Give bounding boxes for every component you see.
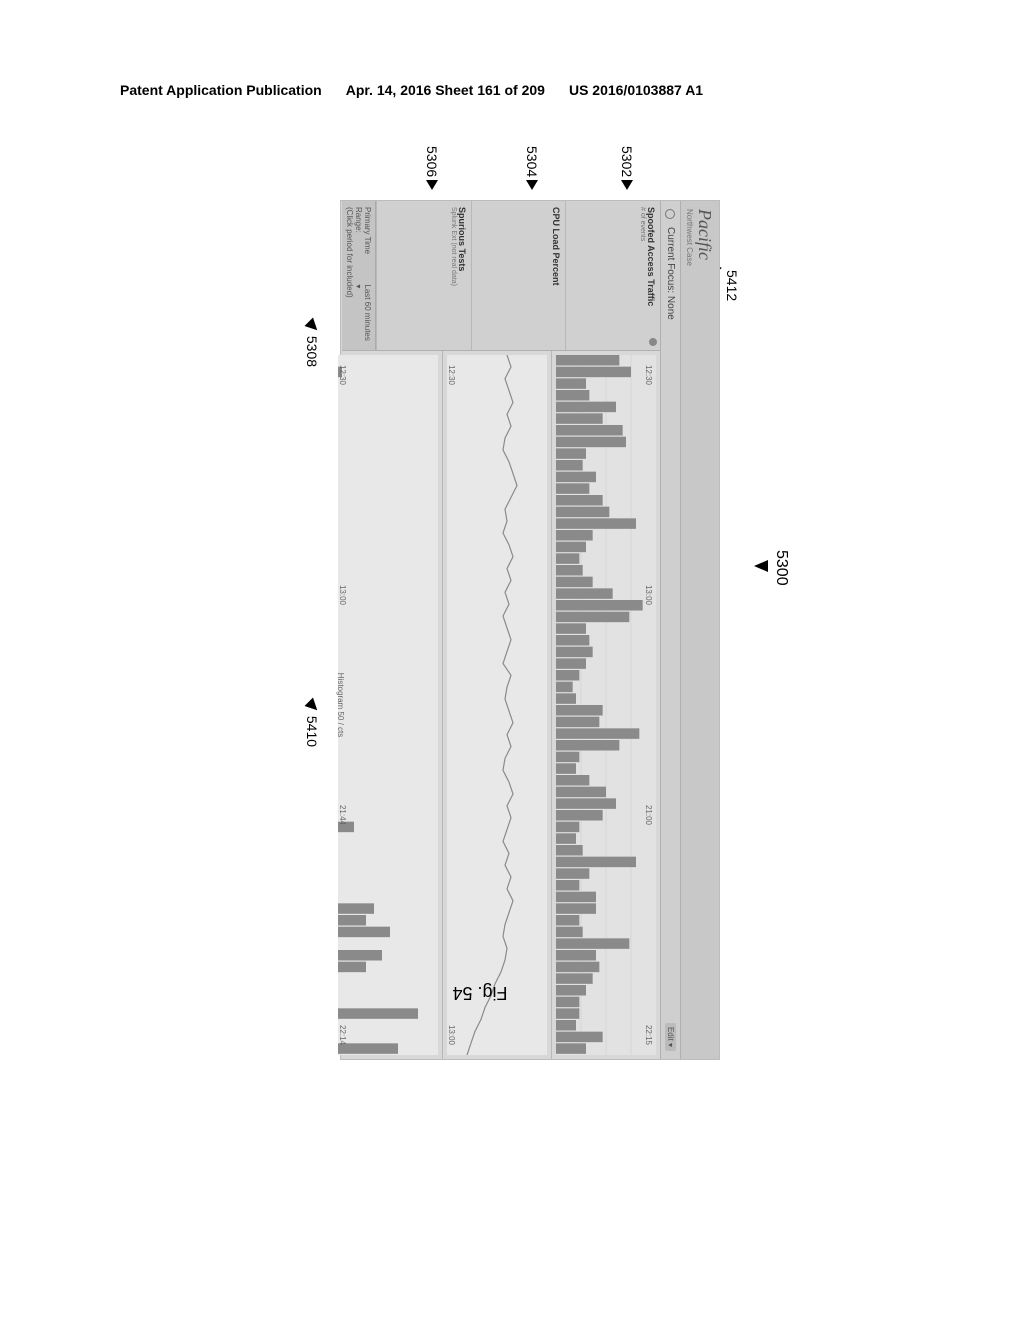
chart-spoofed[interactable]: 12:30 13:00 21:00 22:15 — [551, 351, 660, 1059]
arrow-icon — [305, 318, 322, 335]
ref-5304: 5304 — [524, 146, 540, 191]
arrow-icon — [305, 698, 322, 715]
time-range-label: Primary Time Range: — [354, 207, 372, 278]
header-right: US 2016/0103887 A1 — [569, 82, 703, 98]
dashboard-body: Spoofed Access Traffic # of events CPU L… — [342, 201, 660, 1059]
panel-meta-2[interactable]: CPU Load Percent — [471, 201, 566, 350]
svg-text:21:44: 21:44 — [338, 805, 347, 826]
svg-text:13:00: 13:00 — [338, 585, 347, 606]
panel-subtitle: # of events — [639, 207, 646, 344]
ref-5302: 5302 — [619, 146, 635, 191]
focus-row: Current Focus: None Edit ▾ — [660, 201, 680, 1059]
panel-subtitle: Splunk Ext (not real data) — [450, 207, 457, 344]
header-left: Patent Application Publication — [120, 82, 322, 98]
dashboard-header: Pacific Northwest Case — [680, 201, 719, 1059]
brand-subtitle: Northwest Case — [685, 209, 694, 1051]
rotated-figure: 5300 5412 5302 5304 5306 5308 5410 — [120, 160, 840, 1080]
ref-5412: 5412 — [724, 270, 740, 301]
arrow-icon — [526, 180, 538, 190]
histogram-xlabel: Histogram 50 / cts — [336, 673, 345, 737]
figure-wrapper: 5300 5412 5302 5304 5306 5308 5410 — [120, 160, 840, 1080]
panel-meta-1[interactable]: Spoofed Access Traffic # of events — [565, 201, 660, 350]
side-panel: Spoofed Access Traffic # of events CPU L… — [342, 201, 660, 351]
arrow-icon — [426, 180, 438, 190]
svg-text:13:00: 13:00 — [644, 585, 653, 606]
edit-button[interactable]: Edit ▾ — [665, 1023, 676, 1051]
figure-caption: Fig. 54 — [452, 982, 507, 1003]
header-center: Apr. 14, 2016 Sheet 161 of 209 — [346, 82, 545, 98]
ref-5300: 5300 — [772, 550, 790, 586]
svg-text:22:15: 22:15 — [644, 1025, 653, 1046]
svg-text:12:30: 12:30 — [447, 365, 456, 386]
ref-5410: 5410 — [304, 700, 320, 747]
panel-title: Spurious Tests — [457, 207, 467, 344]
time-range-dropdown[interactable]: Last 60 minutes ▾ — [354, 284, 372, 344]
svg-text:22:14: 22:14 — [338, 1025, 347, 1046]
arrow-icon — [754, 560, 768, 572]
focus-text: Current Focus: None — [665, 227, 676, 1015]
chart-spurious[interactable]: 12:30 13:00 21:44 22:14 Histogram 50 / cts — [334, 351, 442, 1059]
svg-text:12:30: 12:30 — [644, 365, 653, 386]
arrow-icon — [621, 180, 633, 190]
panel-title: CPU Load Percent — [551, 207, 561, 344]
dashboard: Pacific Northwest Case Current Focus: No… — [340, 200, 720, 1060]
line-chart-svg: 12:30 13:00 — [447, 355, 547, 1055]
bar-chart-svg: 12:30 13:00 21:00 22:15 — [556, 355, 656, 1055]
svg-text:21:00: 21:00 — [644, 805, 653, 826]
ref-5306: 5306 — [424, 146, 440, 191]
panel-title: Spoofed Access Traffic — [646, 207, 656, 344]
svg-text:12:30: 12:30 — [338, 365, 347, 386]
ref-5308: 5308 — [304, 320, 320, 367]
gear-icon[interactable] — [649, 338, 657, 346]
brand-title: Pacific — [694, 209, 715, 1051]
chart-cpu[interactable]: 12:30 13:00 — [442, 351, 551, 1059]
svg-text:13:00: 13:00 — [447, 1025, 456, 1046]
side-footer: Primary Time Range: Last 60 minutes ▾ (C… — [342, 201, 376, 350]
histogram-svg: 12:30 13:00 21:44 22:14 — [338, 355, 438, 1055]
footer-secondary: (Click period for included) — [345, 207, 354, 344]
focus-circle-icon[interactable] — [666, 209, 676, 219]
panel-meta-3[interactable]: Spurious Tests Splunk Ext (not real data… — [376, 201, 471, 350]
charts-column: 12:30 13:00 21:00 22:15 12:30 13:00 12:30 13:… — [342, 351, 660, 1059]
